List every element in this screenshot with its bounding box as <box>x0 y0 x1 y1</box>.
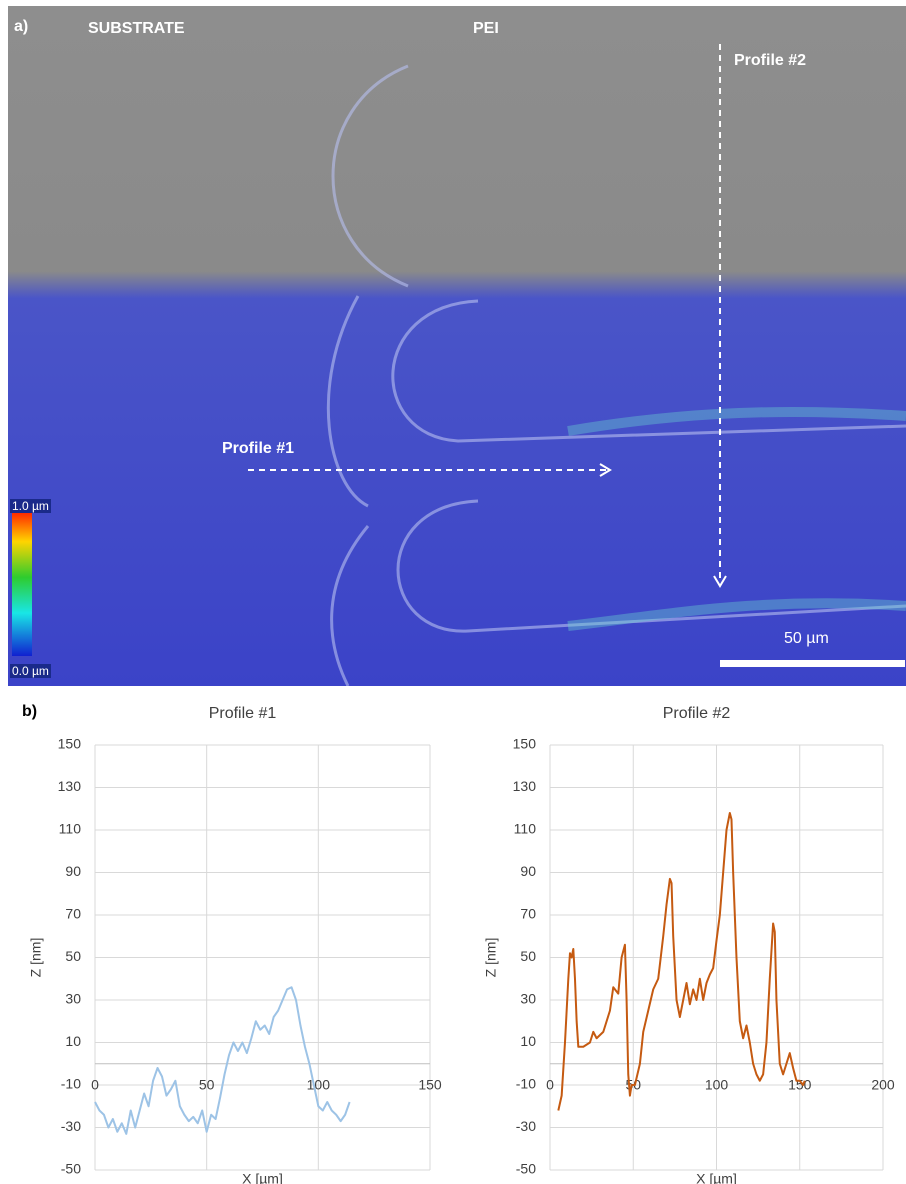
x-tick-label: 50 <box>199 1076 215 1092</box>
color-bar-max: 1.0 µm <box>10 499 51 513</box>
y-axis-label: Z [nm] <box>483 938 499 978</box>
x-tick-label: 100 <box>705 1076 729 1092</box>
profile-label: Profile #2 <box>734 52 806 70</box>
scale-bar <box>720 660 905 667</box>
image-background <box>8 6 906 686</box>
y-tick-label: 50 <box>65 948 81 964</box>
profile-line <box>558 813 804 1111</box>
y-tick-label: -30 <box>61 1118 81 1134</box>
chart-title: Profile #2 <box>663 705 731 722</box>
y-tick-label: 150 <box>58 736 82 752</box>
profile-line <box>95 987 350 1134</box>
y-tick-label: -50 <box>61 1161 81 1177</box>
x-tick-label: 150 <box>788 1076 812 1092</box>
y-tick-label: 70 <box>65 906 81 922</box>
panel-label: a) <box>14 18 28 36</box>
y-tick-label: 10 <box>520 1033 536 1049</box>
y-tick-label: 70 <box>520 906 536 922</box>
image-canvas <box>8 6 906 686</box>
y-tick-label: -10 <box>516 1076 536 1092</box>
y-tick-label: 30 <box>520 991 536 1007</box>
x-tick-label: 0 <box>546 1076 554 1092</box>
y-tick-label: -50 <box>516 1161 536 1177</box>
panel-label: b) <box>22 703 37 720</box>
y-tick-label: 30 <box>65 991 81 1007</box>
region-label: PEI <box>473 20 499 38</box>
y-tick-label: 110 <box>514 821 537 837</box>
profile-label: Profile #1 <box>222 440 294 458</box>
y-tick-label: 130 <box>58 778 82 794</box>
x-tick-label: 100 <box>307 1076 331 1092</box>
color-bar <box>12 513 32 656</box>
y-axis-label: Z [nm] <box>28 938 44 978</box>
y-tick-label: 150 <box>513 736 537 752</box>
region-label: SUBSTRATE <box>88 20 185 38</box>
chart-title: Profile #1 <box>209 705 277 722</box>
x-axis-label: X [µm] <box>242 1171 283 1184</box>
microscopy-image: a) SUBSTRATE PEI Profile #2 Profile #1 1… <box>8 6 906 686</box>
y-tick-label: 50 <box>520 948 536 964</box>
y-tick-label: 130 <box>513 778 537 794</box>
x-axis-label: X [µm] <box>696 1171 737 1184</box>
page: a) SUBSTRATE PEI Profile #2 Profile #1 1… <box>0 0 906 1184</box>
x-tick-label: 200 <box>871 1076 895 1092</box>
color-bar-min: 0.0 µm <box>10 664 51 678</box>
y-tick-label: 10 <box>65 1033 81 1049</box>
y-tick-label: 110 <box>59 821 82 837</box>
scale-label: 50 µm <box>784 630 829 648</box>
y-tick-label: -30 <box>516 1118 536 1134</box>
y-tick-label: 90 <box>65 863 81 879</box>
y-tick-label: -10 <box>61 1076 81 1092</box>
y-tick-label: 90 <box>520 863 536 879</box>
x-tick-label: 150 <box>418 1076 442 1092</box>
x-tick-label: 0 <box>91 1076 99 1092</box>
